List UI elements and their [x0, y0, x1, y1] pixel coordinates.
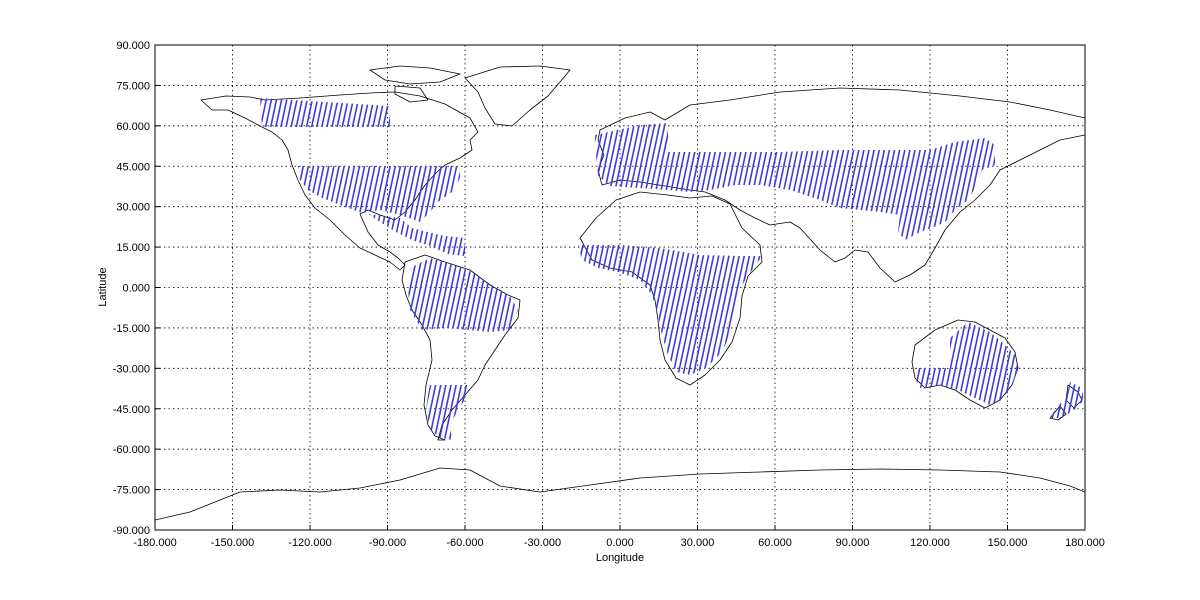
x-tick-label: -60.000: [446, 537, 483, 549]
y-tick-label: 30.000: [116, 202, 150, 214]
x-axis-label: Longitude: [596, 552, 644, 564]
coast-antarctica: [155, 467, 1085, 521]
x-tick-label: -180.000: [133, 537, 176, 549]
y-tick-label: 75.000: [116, 80, 150, 92]
y-axis-label: Latitude: [97, 267, 109, 306]
y-tick-label: 45.000: [116, 161, 150, 173]
region-africa: [578, 245, 762, 375]
region-asia: [668, 138, 995, 240]
x-tick-label: 120.000: [910, 537, 950, 549]
x-tick-label: -120.000: [288, 537, 331, 549]
region-united-states: [298, 166, 460, 222]
y-tick-label: -30.000: [113, 363, 150, 375]
y-tick-label: 15.000: [116, 242, 150, 254]
x-tick-label: -150.000: [211, 537, 254, 549]
y-tick-label: -15.000: [113, 323, 150, 335]
x-tick-label: 180.000: [1065, 537, 1105, 549]
region-australia: [915, 322, 1018, 405]
x-tick-label: 60.000: [758, 537, 792, 549]
x-tick-label: 0.000: [606, 537, 634, 549]
region-europe: [595, 123, 668, 190]
highlighted-regions: [260, 98, 1084, 440]
x-tick-label: -30.000: [524, 537, 561, 549]
x-axis-ticks: -180.000 -150.000 -120.000 -90.000 -60.000 -3…: [133, 525, 1105, 549]
coast-arctic-islands: [369, 65, 461, 103]
region-patagonia: [426, 385, 470, 440]
coast-greenland: [464, 65, 571, 127]
y-tick-label: -60.000: [113, 444, 150, 456]
y-tick-label: 60.000: [116, 121, 150, 133]
y-tick-label: 90.000: [116, 40, 150, 52]
y-tick-label: -75.000: [113, 485, 150, 497]
x-tick-label: 150.000: [988, 537, 1028, 549]
x-tick-label: -90.000: [369, 537, 406, 549]
region-north-canada: [260, 98, 390, 127]
x-tick-label: 30.000: [681, 537, 715, 549]
x-tick-label: 90.000: [836, 537, 870, 549]
y-tick-label: -45.000: [113, 404, 150, 416]
region-south-america: [408, 258, 518, 332]
region-mexico-central-america: [368, 214, 465, 256]
y-axis-ticks: 90.000 75.000 60.000 45.000 30.000 15.000 0.00…: [113, 40, 160, 537]
coast-north-america: [200, 91, 479, 271]
y-tick-label: -90.000: [113, 525, 150, 537]
y-tick-label: 0.000: [122, 283, 150, 295]
region-new-zealand: [1050, 382, 1084, 418]
